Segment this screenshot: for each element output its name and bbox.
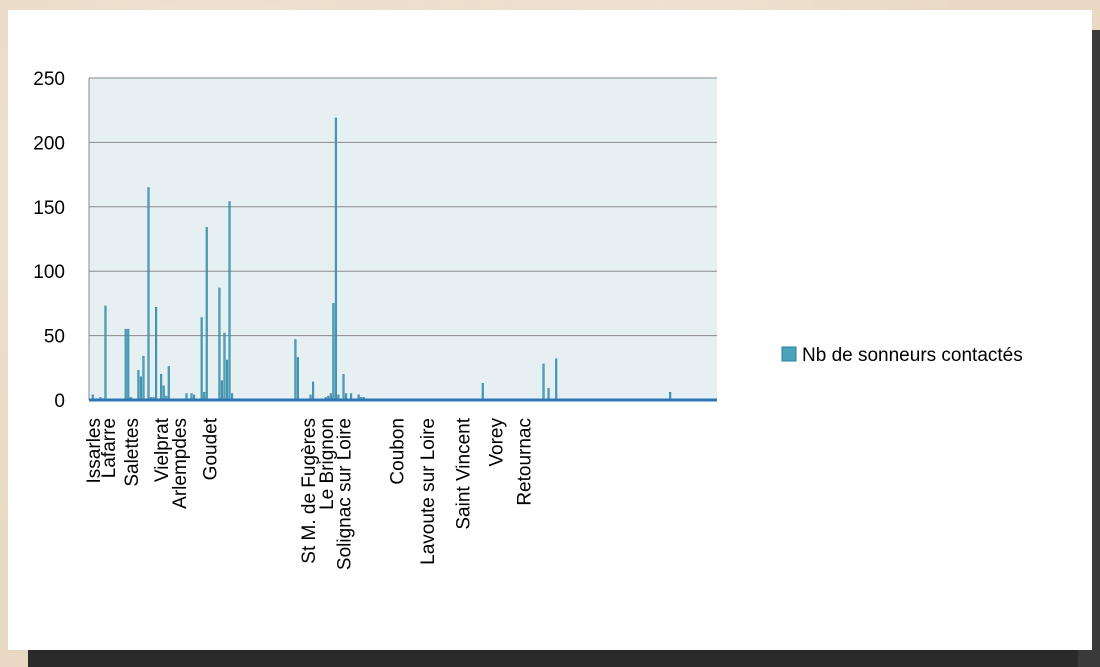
- bar: [547, 388, 550, 401]
- y-tick-label: 0: [54, 391, 65, 412]
- x-tick-label: Coubon: [388, 418, 409, 485]
- x-tick-label: Le Brignon: [317, 418, 338, 510]
- y-axis-ticks: 0 50 100 150 200 250: [33, 69, 65, 412]
- x-tick-label: Lafarre: [99, 418, 120, 478]
- bar: [162, 385, 165, 401]
- x-tick-label: Vielprat: [152, 417, 173, 482]
- bar: [200, 317, 203, 401]
- bar: [147, 187, 150, 401]
- bar: [155, 307, 158, 401]
- bar: [142, 355, 145, 401]
- x-tick-label: Goudet: [200, 417, 221, 480]
- bar: [342, 373, 345, 401]
- x-tick-label: Vorey: [486, 418, 507, 467]
- bar: [220, 380, 223, 401]
- bar: [139, 376, 142, 401]
- chart-panel: 0 50 100 150 200 250 Issarles Lafarre Salettes V…: [8, 10, 1092, 650]
- x-tick-label: Lavoute sur Loire: [418, 418, 439, 565]
- bar: [137, 370, 140, 401]
- bar: [312, 381, 315, 401]
- bar: [160, 373, 163, 401]
- y-tick-label: 150: [33, 198, 65, 219]
- x-tick-label: St M. de Fugères: [299, 418, 320, 564]
- x-tick-label: Arlempdes: [170, 418, 191, 509]
- x-tick-label: Retournac: [514, 418, 535, 506]
- x-tick-label: Salettes: [122, 418, 143, 487]
- bar: [124, 328, 127, 401]
- plot-area: [89, 78, 717, 400]
- bar: [228, 201, 231, 401]
- y-tick-label: 200: [33, 133, 65, 154]
- bar: [296, 357, 299, 401]
- bar: [332, 303, 335, 401]
- bar: [223, 332, 226, 401]
- bar: [481, 383, 484, 401]
- gridlines: [88, 77, 717, 400]
- bar: [225, 359, 229, 401]
- bar: [127, 328, 130, 401]
- y-tick-label: 50: [44, 327, 65, 348]
- bar: [104, 305, 107, 401]
- y-tick-label: 250: [33, 69, 65, 90]
- bar: [334, 117, 337, 401]
- legend-swatch: [781, 346, 797, 362]
- x-tick-label: Solignac sur Loire: [334, 418, 355, 570]
- x-tick-label: Issarles: [84, 418, 105, 483]
- bar: [555, 358, 558, 401]
- bar: [542, 363, 545, 401]
- bar: [167, 366, 170, 401]
- bar: [218, 287, 221, 401]
- legend: Nb de sonneurs contactés: [781, 345, 1023, 366]
- x-tick-label: Saint Vincent: [454, 417, 475, 529]
- legend-label: Nb de sonneurs contactés: [802, 345, 1023, 366]
- bar: [294, 339, 297, 401]
- y-tick-label: 100: [33, 262, 65, 283]
- bar: [205, 227, 208, 401]
